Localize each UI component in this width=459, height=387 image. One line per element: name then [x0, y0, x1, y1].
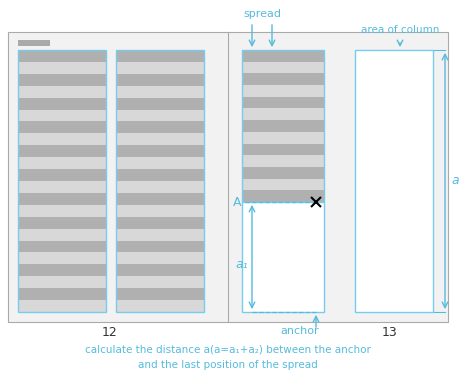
Bar [241, 179, 323, 190]
Bar [18, 193, 106, 205]
Bar [18, 50, 106, 312]
Bar [116, 62, 203, 74]
Bar [241, 62, 323, 74]
Bar [241, 74, 323, 85]
Bar [18, 181, 106, 193]
Bar [18, 110, 106, 122]
Bar [241, 132, 323, 144]
Bar [116, 252, 203, 264]
Bar [241, 190, 323, 202]
Bar [241, 50, 323, 62]
Bar [18, 229, 106, 241]
Bar [18, 264, 106, 276]
Bar [18, 300, 106, 312]
Bar [241, 155, 323, 167]
Bar [116, 288, 203, 300]
Bar [18, 241, 106, 252]
Bar [116, 110, 203, 122]
Bar [18, 145, 106, 157]
Bar [18, 86, 106, 98]
Text: 12: 12 [102, 326, 118, 339]
Bar [18, 40, 50, 46]
Bar [116, 300, 203, 312]
Text: spread: spread [242, 9, 280, 19]
Bar [116, 134, 203, 145]
Bar [18, 169, 106, 181]
Bar [116, 264, 203, 276]
Bar [116, 98, 203, 110]
Bar [116, 145, 203, 157]
Bar [116, 241, 203, 252]
Text: calculate the distance a(a=a₁+a₂) between the anchor
and the last position of th: calculate the distance a(a=a₁+a₂) betwee… [85, 345, 370, 370]
Text: 13: 13 [381, 326, 397, 339]
Bar [18, 122, 106, 134]
Bar [18, 288, 106, 300]
Bar [241, 144, 323, 155]
Bar [116, 86, 203, 98]
Bar [18, 252, 106, 264]
Bar [116, 229, 203, 241]
Bar [116, 50, 203, 62]
Bar [116, 193, 203, 205]
Bar [241, 167, 323, 179]
Bar [18, 98, 106, 110]
Bar [116, 276, 203, 288]
Bar [8, 32, 447, 322]
Bar [116, 169, 203, 181]
Bar [18, 276, 106, 288]
Bar [116, 74, 203, 86]
Text: a₂: a₂ [450, 175, 459, 187]
Bar [241, 97, 323, 108]
Bar [241, 50, 323, 202]
Bar [354, 50, 432, 312]
Bar [241, 108, 323, 120]
Bar [116, 50, 203, 312]
Text: anchor: anchor [280, 326, 319, 336]
Bar [241, 202, 323, 312]
Text: a₁: a₁ [235, 259, 248, 272]
Bar [18, 62, 106, 74]
Text: area of column: area of column [360, 25, 438, 35]
Bar [18, 50, 106, 62]
Bar [116, 205, 203, 217]
Bar [116, 217, 203, 229]
Bar [18, 217, 106, 229]
Bar [116, 157, 203, 169]
Bar [18, 157, 106, 169]
Bar [116, 122, 203, 134]
Bar [241, 85, 323, 97]
Bar [241, 120, 323, 132]
Bar [18, 74, 106, 86]
Bar [18, 205, 106, 217]
Bar [116, 181, 203, 193]
Text: A: A [233, 195, 241, 209]
Bar [18, 134, 106, 145]
